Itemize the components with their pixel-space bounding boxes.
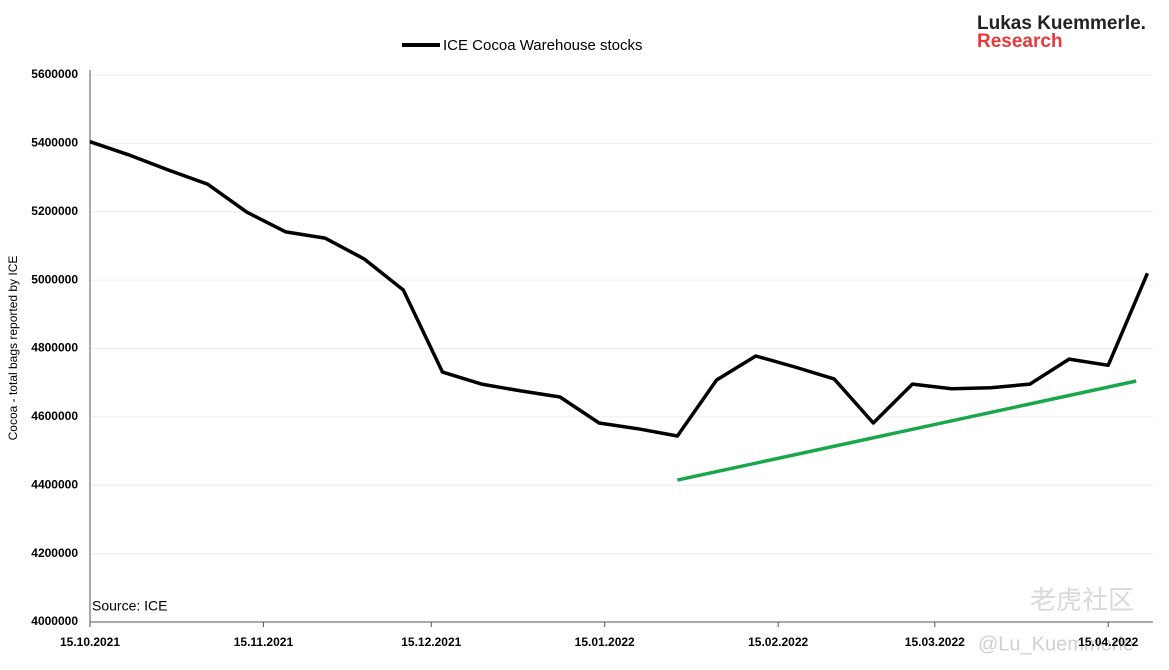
y-tick-label: 4000000 bbox=[31, 614, 78, 628]
y-axis-label: Cocoa - total bags reported by ICE bbox=[6, 256, 20, 441]
x-tick-label: 15.11.2021 bbox=[234, 635, 294, 649]
y-tick-label: 4400000 bbox=[31, 477, 78, 491]
watermark-site: 老虎社区 bbox=[1030, 585, 1134, 615]
trend-line bbox=[677, 379, 1137, 482]
x-tick-label: 15.02.2022 bbox=[748, 635, 808, 649]
y-tick-label: 5200000 bbox=[31, 204, 78, 218]
y-tick-label: 4600000 bbox=[31, 409, 78, 423]
y-tick-label: 5600000 bbox=[31, 67, 78, 81]
y-tick-label: 4800000 bbox=[31, 341, 78, 355]
y-tick-label: 4200000 bbox=[31, 546, 78, 560]
series-line bbox=[89, 140, 1150, 438]
x-tick-label: 15.04.2022 bbox=[1078, 635, 1138, 649]
legend-label: ICE Cocoa Warehouse stocks bbox=[443, 37, 643, 54]
y-tick-label: 5000000 bbox=[31, 272, 78, 286]
x-tick-label: 15.12.2021 bbox=[401, 635, 461, 649]
x-tick-label: 15.03.2022 bbox=[905, 635, 965, 649]
brand-line2: Research bbox=[977, 31, 1063, 52]
x-tick-label: 15.01.2022 bbox=[575, 635, 635, 649]
x-tick-label: 15.10.2021 bbox=[60, 635, 120, 649]
source: Source: ICE bbox=[92, 598, 167, 614]
brand-line1: Lukas Kuemmerle. bbox=[977, 13, 1146, 34]
watermark-user: @Lu_Kuemmerle bbox=[978, 633, 1134, 655]
y-tick-label: 5400000 bbox=[31, 136, 78, 150]
